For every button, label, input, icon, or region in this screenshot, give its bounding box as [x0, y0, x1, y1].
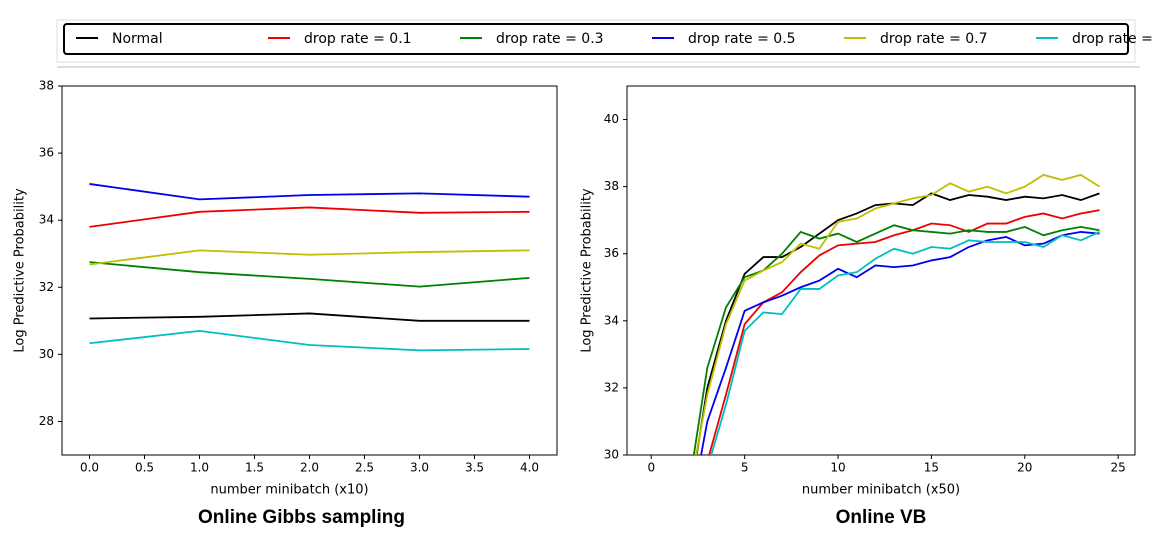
y-tick-label: 30 — [39, 347, 54, 361]
y-tick-label: 38 — [604, 179, 619, 193]
y-tick-label: 36 — [39, 146, 54, 160]
y-tick-label: 34 — [39, 213, 54, 227]
series-line — [89, 206, 530, 228]
x-tick-label: 4.0 — [520, 461, 539, 475]
y-axis-title: Log Predictive Probability — [13, 188, 28, 353]
x-tick-label: 1.0 — [190, 461, 209, 475]
y-tick-label: 32 — [604, 380, 619, 394]
series-line — [89, 249, 530, 266]
series-line — [89, 261, 530, 288]
legend: Normal drop rate = 0.1 drop rate = 0.3 drop… — [76, 31, 1154, 47]
plot-area — [626, 85, 1136, 456]
x-tick-label: 20 — [1017, 461, 1032, 475]
legend-frame — [63, 23, 1129, 55]
legend-label: drop rate = 0.1 — [304, 31, 412, 47]
y-tick-label: 40 — [604, 112, 619, 126]
series-line — [89, 312, 530, 322]
legend-label: drop rate = 0.7 — [880, 31, 988, 47]
y-tick-label: 36 — [604, 246, 619, 260]
x-tick-label: 3.0 — [410, 461, 429, 475]
y-axis-title: Log Predictive Probability — [580, 188, 595, 353]
legend-label: drop rate = 0.5 — [688, 31, 796, 47]
x-tick-label: 0 — [647, 461, 655, 475]
plot-area — [61, 85, 558, 456]
x-tick-label: 2.0 — [300, 461, 319, 475]
series-line — [89, 183, 530, 201]
series-line — [692, 224, 1100, 455]
x-tick-label: 0.0 — [80, 461, 99, 475]
series-line — [708, 209, 1100, 455]
plot-caption: Online Gibbs sampling — [198, 507, 405, 528]
x-tick-label: 2.5 — [355, 461, 374, 475]
legend-label: drop rate = 0.3 — [496, 31, 604, 47]
x-tick-label: 3.5 — [465, 461, 484, 475]
series-group — [692, 173, 1100, 455]
legend-label: drop rate = 0.9 — [1072, 31, 1154, 47]
x-tick-label: 15 — [924, 461, 939, 475]
y-tick-label: 38 — [39, 79, 54, 93]
legend-frame-outer — [56, 19, 1136, 63]
x-tick-label: 10 — [830, 461, 845, 475]
series-group — [89, 183, 530, 352]
x-axis-title: number minibatch (x10) — [210, 483, 368, 498]
y-tick-label: 32 — [39, 280, 54, 294]
x-axis-title: number minibatch (x50) — [802, 483, 960, 498]
series-line — [89, 329, 530, 352]
series-line — [700, 231, 1100, 455]
legend-label: Normal — [112, 31, 163, 47]
x-tick-label: 1.5 — [245, 461, 264, 475]
series-line — [710, 231, 1100, 455]
x-tick-label: 25 — [1111, 461, 1126, 475]
y-tick-label: 28 — [39, 414, 54, 428]
x-tick-label: 0.5 — [135, 461, 154, 475]
series-line — [695, 173, 1100, 455]
y-tick-label: 30 — [604, 448, 619, 462]
plot-caption: Online VB — [836, 507, 927, 528]
y-tick-label: 34 — [604, 313, 619, 327]
x-tick-label: 5 — [741, 461, 749, 475]
